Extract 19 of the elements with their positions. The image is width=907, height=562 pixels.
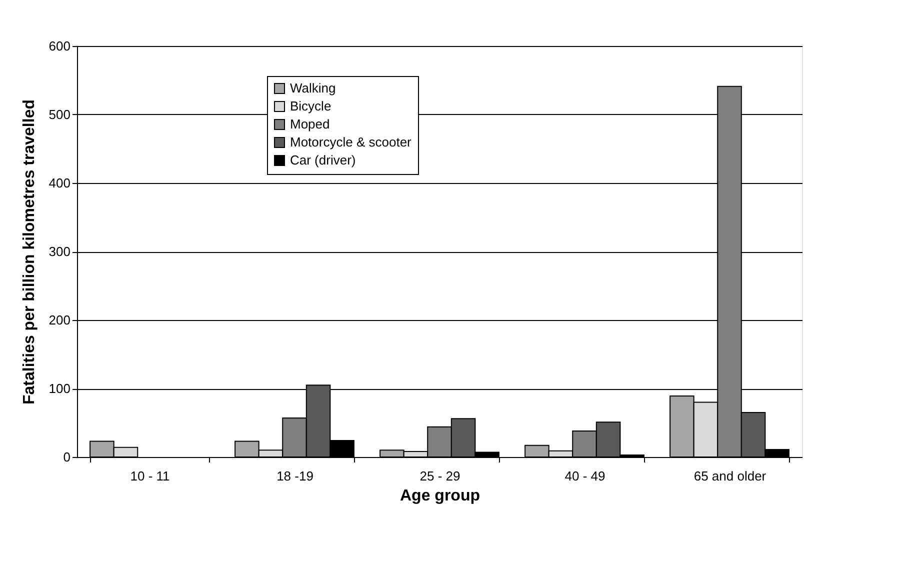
y-tick-label: 200 bbox=[48, 312, 70, 328]
legend-label: Car (driver) bbox=[290, 152, 356, 168]
x-tick-label: 18 -19 bbox=[276, 468, 314, 484]
y-tick-label: 600 bbox=[48, 38, 70, 54]
legend-label: Bicycle bbox=[290, 98, 332, 114]
y-axis-title: Fatalities per billion kilometres travelled bbox=[20, 100, 38, 404]
x-tick-label: 25 - 29 bbox=[420, 468, 460, 484]
y-tick-label: 0 bbox=[63, 450, 70, 464]
x-tick-label: 65 and older bbox=[694, 468, 767, 484]
x-tick-label: 40 - 49 bbox=[564, 468, 606, 484]
y-tick-label: 100 bbox=[48, 381, 70, 396]
y-tick-label: 500 bbox=[48, 107, 70, 122]
x-tick-label: 10 - 11 bbox=[130, 468, 170, 484]
y-tick-label: 400 bbox=[48, 176, 70, 190]
y-tick-label: 300 bbox=[48, 244, 70, 259]
x-axis-title: Age group bbox=[400, 488, 480, 504]
legend-label: Motorcycle & scooter bbox=[290, 134, 412, 150]
legend-label: Walking bbox=[290, 80, 336, 96]
legend-label: Moped bbox=[290, 116, 330, 132]
